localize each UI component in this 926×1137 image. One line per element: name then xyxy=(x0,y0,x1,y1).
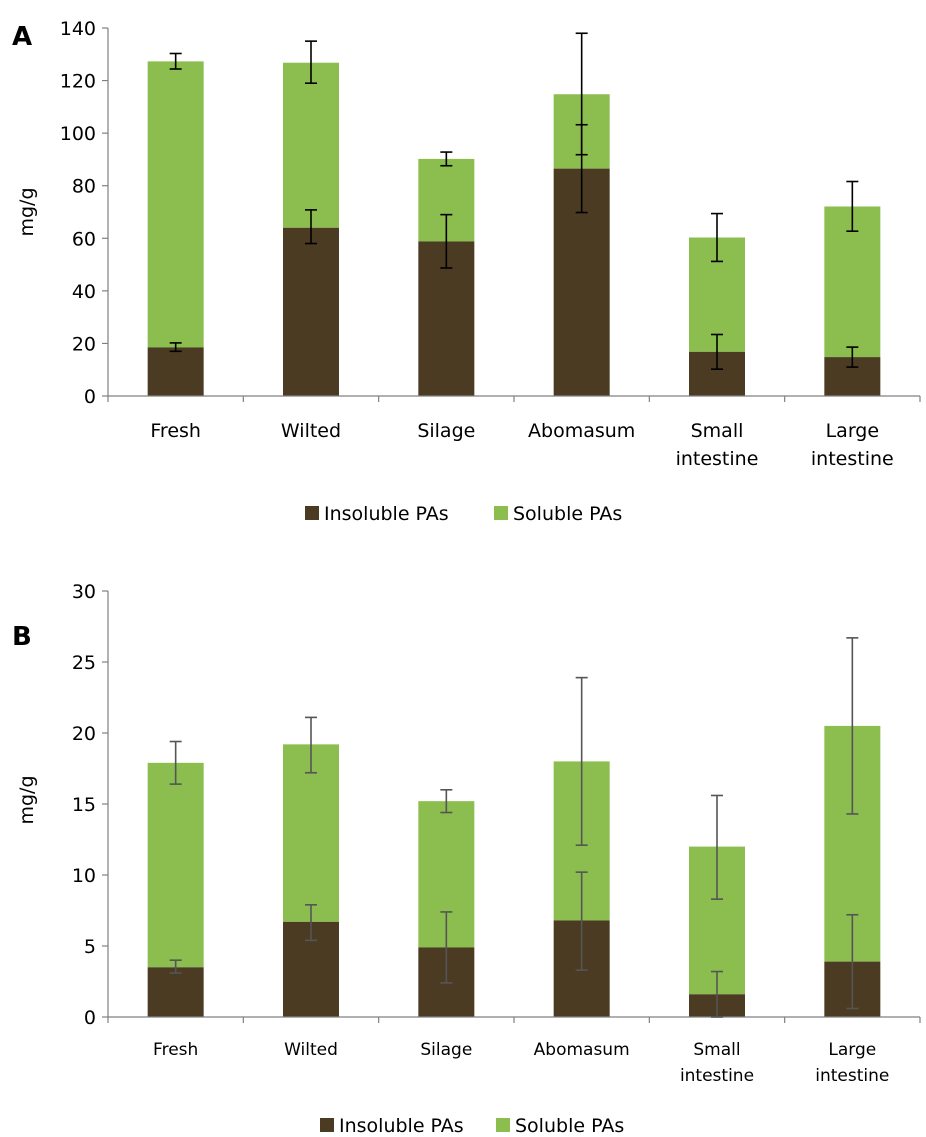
y-tick-label: 5 xyxy=(84,936,96,958)
panel-letter: B xyxy=(12,622,32,652)
x-tick-label: Large xyxy=(828,1040,876,1060)
x-tick-label: intestine xyxy=(815,1066,889,1086)
y-tick-label: 10 xyxy=(72,865,96,887)
x-tick-label: Silage xyxy=(420,1040,472,1060)
y-tick-label: 15 xyxy=(72,794,96,816)
y-tick-label: 20 xyxy=(72,333,96,355)
y-axis-label: mg/g xyxy=(16,187,38,236)
legend-label-soluble: Soluble PAs xyxy=(513,503,622,525)
y-tick-label: 100 xyxy=(60,123,96,145)
bar-soluble xyxy=(283,744,339,922)
legend-label-insoluble: Insoluble PAs xyxy=(324,503,449,525)
y-tick-label: 120 xyxy=(60,71,96,93)
bar-insoluble xyxy=(147,347,204,396)
x-tick-label: Large xyxy=(826,420,879,442)
x-tick-label: intestine xyxy=(676,448,759,470)
chart-panel-a: Amg/g 0 20 40 60 80 100 120 140 Fresh Wilted Silage… xyxy=(12,18,921,525)
legend: Insoluble PAs Soluble PAs xyxy=(305,503,622,525)
legend: Insoluble PAs Soluble PAs xyxy=(320,1115,624,1137)
y-tick-label: 30 xyxy=(72,581,96,603)
legend-swatch-insoluble xyxy=(305,506,319,520)
y-tick-label: 140 xyxy=(60,18,96,40)
legend-label-insoluble: Insoluble PAs xyxy=(339,1115,464,1137)
y-tick-label: 80 xyxy=(72,176,96,198)
x-tick-label: Wilted xyxy=(284,1040,338,1060)
x-tick-label: Abomasum xyxy=(528,420,635,442)
bar-soluble xyxy=(283,62,339,228)
x-tick-label: Fresh xyxy=(150,420,201,442)
y-tick-label: 25 xyxy=(72,652,96,674)
bar-insoluble xyxy=(283,227,339,396)
x-tick-label: intestine xyxy=(680,1066,754,1086)
bar-soluble xyxy=(147,61,204,348)
y-tick-label: 60 xyxy=(72,228,96,250)
x-tick-label: Small xyxy=(691,420,744,442)
y-axis-label: mg/g xyxy=(16,775,38,824)
y-tick-label: 0 xyxy=(84,1007,96,1029)
x-tick-label: Wilted xyxy=(281,420,341,442)
x-tick-label: Silage xyxy=(417,420,475,442)
x-tick-label: Fresh xyxy=(153,1040,198,1060)
y-tick-label: 20 xyxy=(72,723,96,745)
panel-letter: A xyxy=(12,22,32,52)
legend-swatch-soluble xyxy=(496,1118,510,1132)
y-tick-label: 40 xyxy=(72,281,96,303)
bar-soluble xyxy=(147,762,204,968)
legend-swatch-insoluble xyxy=(320,1118,334,1132)
y-tick-label: 0 xyxy=(84,386,96,408)
chart-panel-b: Bmg/g 0 5 10 15 20 25 30 Fresh Wilted Silage Abomas… xyxy=(12,581,921,1137)
legend-swatch-soluble xyxy=(494,506,508,520)
x-tick-label: Small xyxy=(693,1040,740,1060)
x-tick-label: Abomasum xyxy=(534,1040,630,1060)
bar-insoluble xyxy=(147,967,204,1017)
x-tick-label: intestine xyxy=(811,448,894,470)
legend-label-soluble: Soluble PAs xyxy=(515,1115,624,1137)
